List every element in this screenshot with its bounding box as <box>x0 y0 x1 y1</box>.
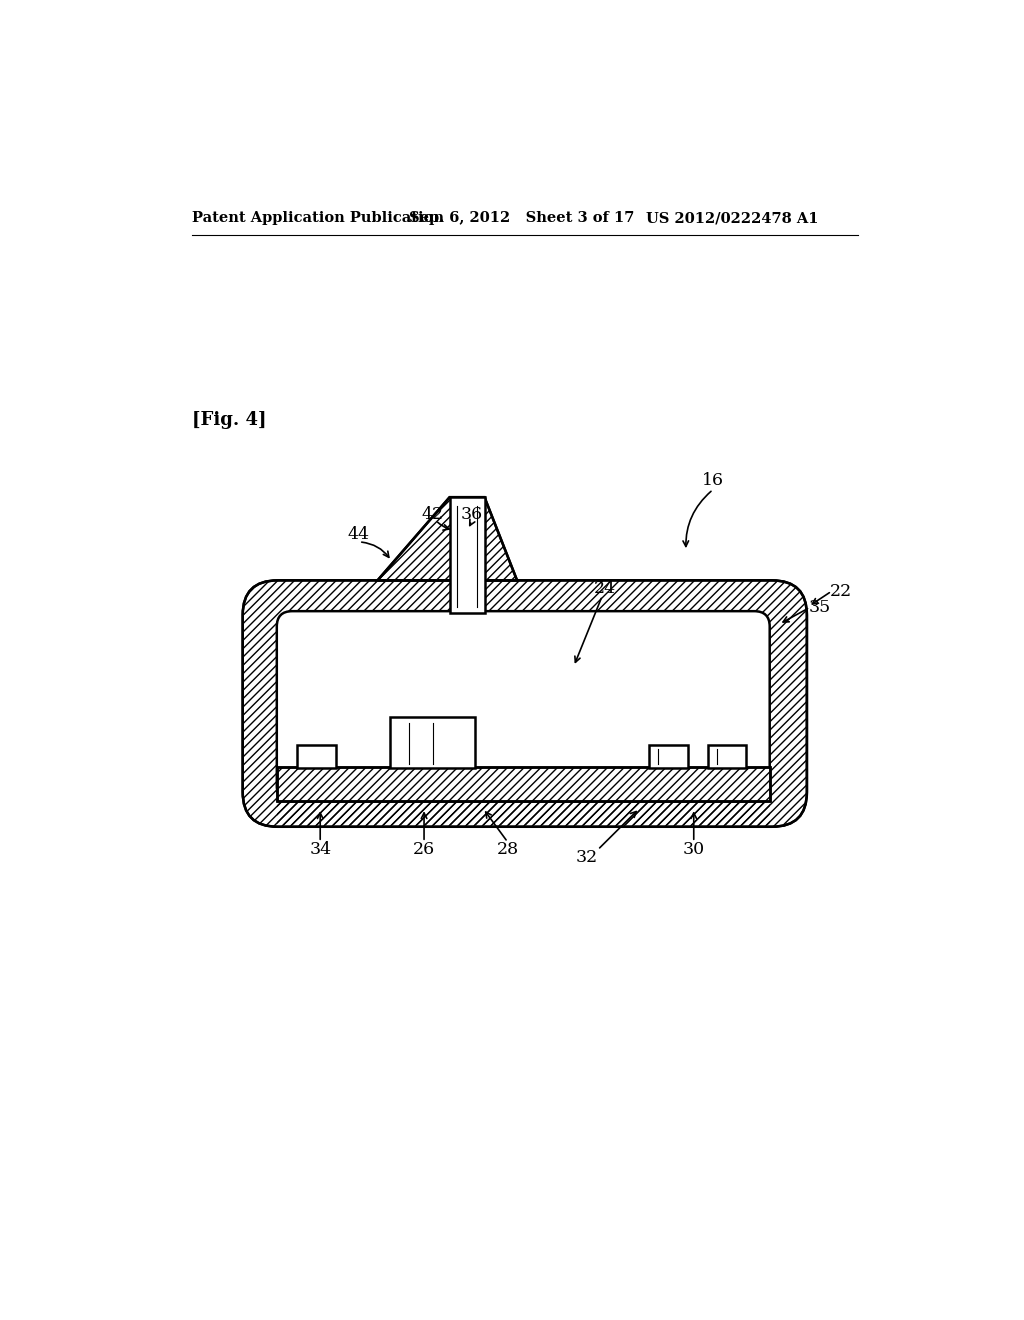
Bar <box>276 767 770 801</box>
Text: 36: 36 <box>461 506 483 523</box>
Text: 32: 32 <box>575 849 598 866</box>
Text: 44: 44 <box>348 525 370 543</box>
Text: 16: 16 <box>702 471 724 488</box>
Text: US 2012/0222478 A1: US 2012/0222478 A1 <box>646 211 818 226</box>
Text: 26: 26 <box>413 841 435 858</box>
Bar <box>297 744 336 768</box>
Text: 30: 30 <box>683 841 705 858</box>
FancyBboxPatch shape <box>243 581 807 826</box>
Text: 35: 35 <box>809 599 831 616</box>
Text: 28: 28 <box>497 841 519 858</box>
Polygon shape <box>378 498 517 581</box>
Text: 22: 22 <box>829 582 852 599</box>
Text: Patent Application Publication: Patent Application Publication <box>191 211 443 226</box>
Bar <box>390 717 475 768</box>
Bar <box>649 744 687 768</box>
Bar <box>450 498 484 612</box>
Bar <box>708 744 746 768</box>
Bar <box>276 767 770 801</box>
Text: Sep. 6, 2012   Sheet 3 of 17: Sep. 6, 2012 Sheet 3 of 17 <box>409 211 634 226</box>
Bar <box>276 801 770 825</box>
Text: [Fig. 4]: [Fig. 4] <box>191 412 266 429</box>
Bar <box>450 498 484 612</box>
FancyBboxPatch shape <box>276 611 770 801</box>
Text: 34: 34 <box>309 841 331 858</box>
Text: 24: 24 <box>594 579 615 597</box>
Text: 42: 42 <box>422 506 443 523</box>
